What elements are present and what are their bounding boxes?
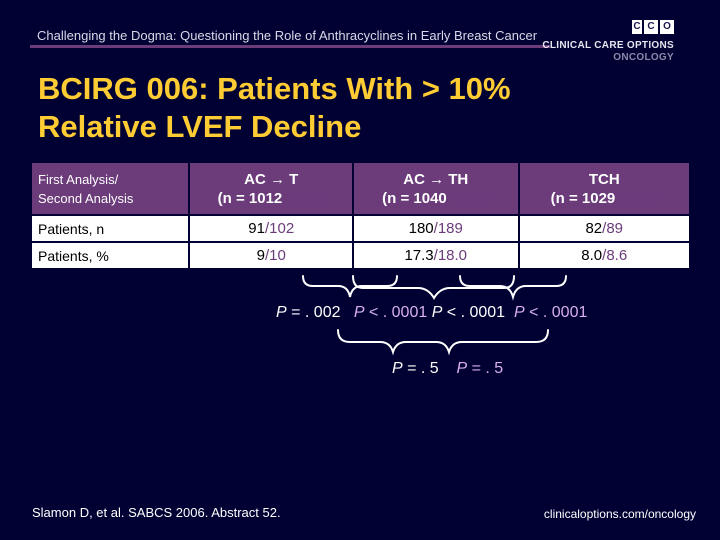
column-n-first: (n = 1012 [217,189,283,207]
column-n-second: /1042) [446,189,490,207]
bracket-act-vs-tch [352,275,515,300]
table-cell: 8.0/8.6 [517,241,691,270]
column-n-second: /1030) [615,189,658,207]
pvalue-2: P < . 0001 [353,304,428,321]
bracket-act-vs-acth [302,275,398,298]
citation: Slamon D, et al. SABCS 2006. Abstract 52… [32,505,281,520]
column-n-first: (n = 1029 [550,189,616,207]
cell-first: 9 [256,247,265,264]
column-name: TCH [588,170,620,188]
header-analysis-label: First Analysis/ Second Analysis [29,161,191,216]
table-row: Patients, % 9/10 17.3/18.0 8.0/8.6 [29,241,691,270]
cell-first: 180 [408,220,434,237]
column-n-first: (n = 1040 [382,189,447,207]
table-cell: 17.3/18.0 [351,241,520,270]
cell-second: /89 [602,220,624,237]
bracket-acth-vs-tch [459,275,567,301]
column-header-tch: TCH (n = 1029/1030) [517,161,691,216]
cell-second: /102 [264,220,295,237]
header-label-line1: First Analysis/ [38,171,119,187]
bracket-second-left [337,329,421,356]
column-n-second: /1014) [282,189,325,207]
cell-first: 8.0 [581,247,603,264]
pvalue-5: P = . 5 [392,360,439,377]
logo-mark-letter-3: O [660,20,674,34]
pvalue-row-first: P = . 002 P < . 0001 P < . 0001 P < . 00… [276,304,587,322]
column-header-ac-t: AC → T (n = 1012/1014) [188,161,354,216]
cell-second: /10 [264,247,286,264]
table-cell: 91/102 [188,214,354,243]
cell-first: 82 [585,220,603,237]
header-divider [30,45,550,48]
pvalue-row-second: P = . 5 P = . 5 [392,360,503,378]
lvef-decline-table: First Analysis/ Second Analysis AC → T (… [29,161,691,270]
table-header-row: First Analysis/ Second Analysis AC → T (… [29,161,691,216]
table-cell: 82/89 [517,214,691,243]
bracket-second-right [419,329,549,356]
cell-first: 17.3 [404,247,434,264]
pvalue-3: P < . 0001 [431,304,506,321]
column-header-ac-th: AC → TH (n = 1040/1042) [351,161,520,216]
pvalue-6: P = . 5 [456,360,504,377]
cell-second: /18.0 [433,247,468,264]
pvalue-4: P < . 0001 [513,304,588,321]
table-cell: 9/10 [188,241,354,270]
cell-second: /8.6 [602,247,628,264]
clinical-care-options-logo: C C O CLINICAL CARE OPTIONS ONCOLOGY [542,18,698,66]
logo-text-line2: ONCOLOGY [613,52,674,63]
column-name: AC → TH [403,170,469,188]
logo-mark-letter-2: C [644,20,658,34]
header-label-line2: Second Analysis [38,190,134,206]
logo-text-line1: CLINICAL CARE OPTIONS [542,40,674,51]
presentation-subtitle: Challenging the Dogma: Questioning the R… [37,28,538,43]
table-cell: 180/189 [351,214,520,243]
table-row: Patients, n 91/102 180/189 82/89 [29,214,691,243]
column-name: AC → T [244,170,299,188]
pvalue-1: P = . 002 [276,304,341,321]
cell-second: /189 [433,220,463,237]
cell-first: 91 [248,220,265,237]
row-label: Patients, % [29,241,191,270]
footer-url[interactable]: clinicaloptions.com/oncology [543,507,696,521]
logo-mark: C C O [632,20,674,34]
slide-title: BCIRG 006: Patients With > 10% Relative … [38,71,511,144]
row-label: Patients, n [29,214,191,243]
logo-mark-letter-1: C [632,20,642,34]
